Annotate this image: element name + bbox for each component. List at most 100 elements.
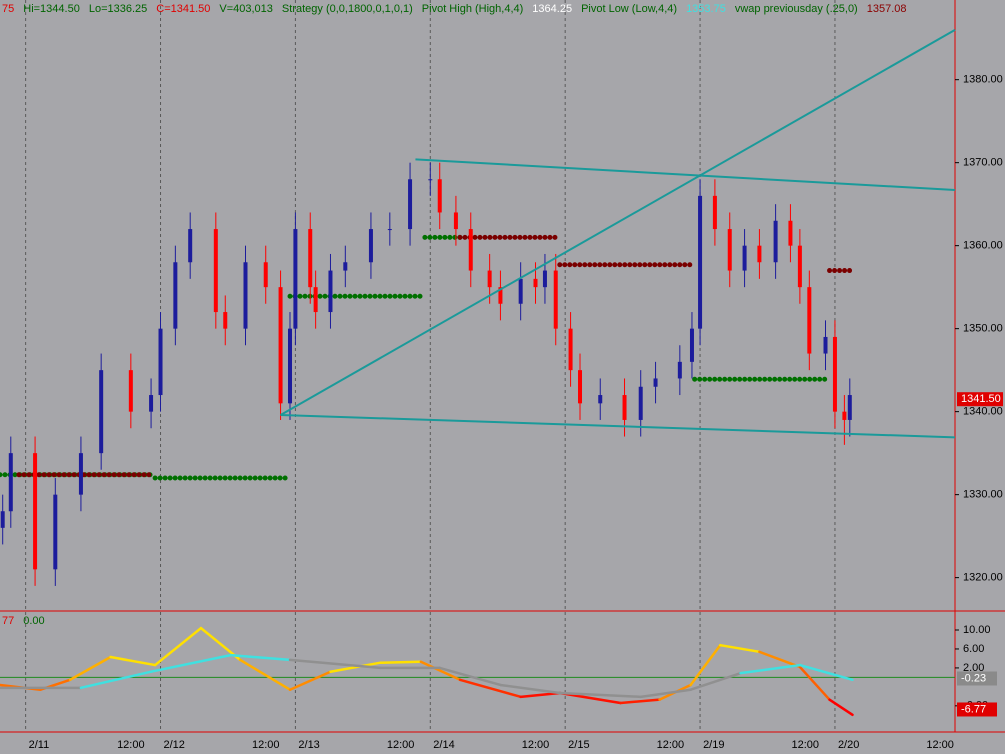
candle-body bbox=[288, 328, 293, 404]
header-text: C=1341.50 bbox=[156, 3, 210, 15]
header-text: 0.00 bbox=[23, 615, 44, 627]
header-text: V=403,013 bbox=[219, 3, 273, 15]
candle-body bbox=[308, 229, 313, 288]
oscillator-segment bbox=[739, 663, 802, 675]
header-text: 75 bbox=[2, 3, 14, 15]
header-text: vwap previousday (.25,0) bbox=[735, 3, 858, 15]
value-box bbox=[957, 702, 997, 717]
candle-body bbox=[263, 262, 268, 288]
y-tick-label: 6.00 bbox=[963, 643, 984, 655]
y-tick-label: 1380.00 bbox=[963, 74, 1003, 86]
oscillator-segment bbox=[288, 670, 332, 691]
x-tick-label: 12:00 bbox=[792, 739, 820, 751]
header-text: 77 bbox=[2, 615, 14, 627]
candle-body bbox=[823, 336, 828, 354]
candle-body bbox=[553, 270, 558, 329]
header-text: 1364.25 bbox=[532, 3, 572, 15]
candle-body bbox=[712, 195, 717, 230]
value-box-label: -6.77 bbox=[961, 703, 986, 715]
header-text: Hi=1344.50 bbox=[23, 3, 80, 15]
oscillator-segment bbox=[419, 660, 462, 682]
candle-body bbox=[742, 245, 747, 271]
header-text: Strategy (0,0,1800,0,1,0,1) bbox=[282, 3, 413, 15]
oscillator-segment bbox=[79, 670, 153, 690]
y-tick-label: 1350.00 bbox=[963, 323, 1003, 335]
x-tick-label: 2/15 bbox=[568, 739, 589, 751]
candle-body bbox=[223, 312, 228, 329]
candle-body bbox=[343, 262, 348, 271]
candle-body bbox=[33, 453, 38, 570]
oscillator-segment bbox=[109, 655, 157, 667]
candle-body bbox=[8, 453, 13, 512]
trend-line bbox=[415, 158, 956, 192]
x-tick-label: 2/20 bbox=[838, 739, 859, 751]
candle-body bbox=[428, 179, 433, 181]
y-tick-label: 1360.00 bbox=[963, 240, 1003, 252]
header-text: Pivot High (High,4,4) bbox=[422, 3, 524, 15]
candle-body bbox=[437, 179, 442, 213]
candle-body bbox=[598, 395, 603, 404]
candle-body bbox=[533, 278, 538, 288]
y-tick-label: 10.00 bbox=[963, 624, 991, 636]
candle-body bbox=[653, 378, 658, 387]
header-text: 1353.75 bbox=[686, 3, 726, 15]
candle-body bbox=[387, 229, 392, 231]
oscillator-segment bbox=[689, 643, 722, 687]
oscillator-segment bbox=[153, 626, 203, 667]
oscillator-segment bbox=[519, 691, 562, 699]
oscillator-segment bbox=[379, 660, 423, 664]
candle-body bbox=[0, 511, 5, 528]
candle-body bbox=[158, 328, 163, 396]
candle-body bbox=[518, 278, 523, 304]
oscillator-segment bbox=[329, 661, 382, 673]
oscillator-segment bbox=[619, 698, 661, 705]
candle-body bbox=[689, 328, 694, 362]
candle-body bbox=[773, 220, 778, 263]
header-text: Pivot Low (Low,4,4) bbox=[581, 3, 677, 15]
candle-body bbox=[293, 229, 298, 329]
candle-body bbox=[368, 229, 373, 263]
candle-body bbox=[807, 287, 812, 354]
candle-body bbox=[757, 245, 762, 263]
candle-body bbox=[408, 179, 413, 230]
candle-body bbox=[797, 245, 802, 288]
oscillator-segment bbox=[639, 688, 692, 699]
candle-body bbox=[578, 370, 583, 404]
candle-body bbox=[788, 220, 793, 246]
oscillator-segment bbox=[689, 671, 742, 691]
candle-body bbox=[213, 229, 218, 313]
oscillator-segment bbox=[229, 653, 292, 662]
x-tick-label: 12:00 bbox=[117, 739, 145, 751]
oscillator-segment bbox=[499, 683, 562, 695]
oscillator-segment bbox=[438, 666, 502, 687]
oscillator-segment bbox=[68, 655, 112, 682]
y-tick-label: 1340.00 bbox=[963, 406, 1003, 418]
candle-body bbox=[278, 287, 283, 404]
last-price-box bbox=[957, 392, 1003, 407]
oscillator-segment bbox=[719, 643, 761, 654]
candle-body bbox=[698, 195, 703, 329]
oscillator-segment bbox=[828, 698, 854, 717]
candle-body bbox=[832, 336, 837, 412]
oscillator-segment bbox=[798, 665, 831, 701]
x-tick-label: 2/14 bbox=[433, 739, 454, 751]
candle-body bbox=[328, 270, 333, 313]
oscillator-segment bbox=[288, 658, 382, 670]
candle-body bbox=[638, 386, 643, 420]
candle-body bbox=[677, 361, 682, 379]
candle-body bbox=[542, 270, 547, 288]
candle-body bbox=[149, 395, 154, 412]
candle-body bbox=[487, 270, 492, 288]
oscillator-segment bbox=[558, 691, 642, 699]
candle-body bbox=[622, 395, 627, 420]
x-tick-label: 2/11 bbox=[29, 739, 50, 751]
x-tick-label: 12:00 bbox=[926, 739, 954, 751]
y-tick-label: 1330.00 bbox=[963, 489, 1003, 501]
trend-line bbox=[280, 413, 956, 439]
x-tick-label: 12:00 bbox=[657, 739, 685, 751]
x-tick-label: 12:00 bbox=[522, 739, 550, 751]
candle-body bbox=[53, 494, 58, 570]
candle-body bbox=[188, 229, 193, 263]
candle-body bbox=[99, 370, 104, 454]
